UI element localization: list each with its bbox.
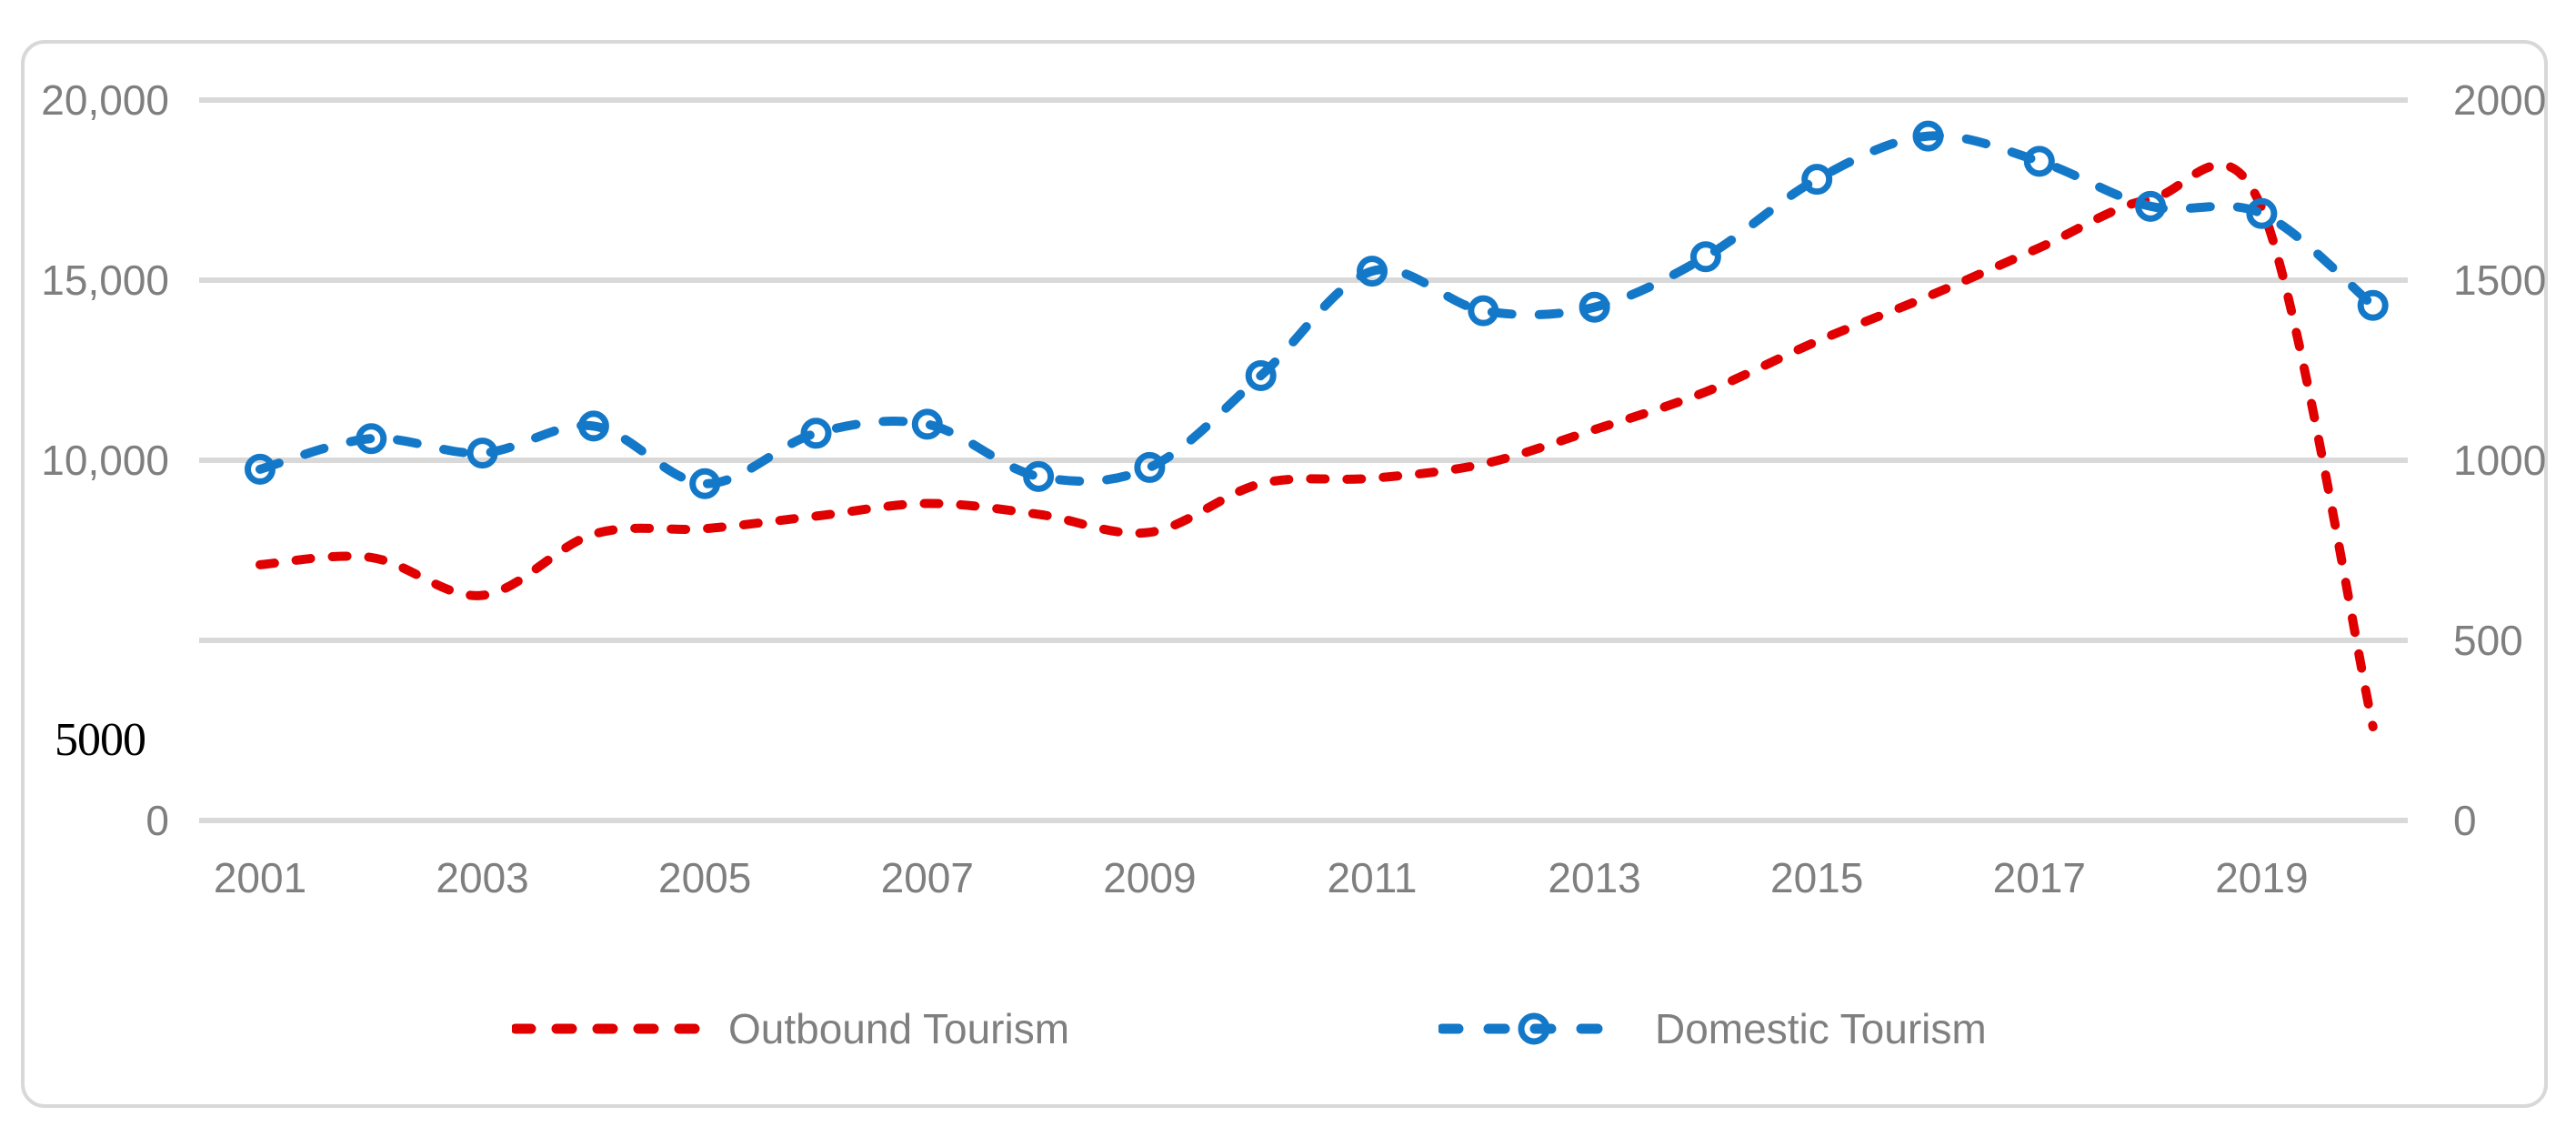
data-point-marker xyxy=(245,453,276,485)
outbound-dashed-line-swatch xyxy=(512,1023,703,1034)
series-line-domestic-tourism xyxy=(256,131,2378,488)
data-point-marker xyxy=(689,468,721,499)
right-axis-tick-label: 1000 xyxy=(2453,437,2546,484)
legend-label-domestic: Domestic Tourism xyxy=(1655,1005,1987,1052)
chart-legend: Outbound Tourism Domestic Tourism xyxy=(0,1000,2576,1058)
data-point-marker xyxy=(1579,291,1610,323)
data-point-marker xyxy=(1023,460,1055,492)
data-point-marker xyxy=(1801,164,1833,196)
data-point-marker xyxy=(577,410,609,442)
data-point-marker xyxy=(356,423,387,455)
data-point-marker xyxy=(466,438,498,469)
x-axis-tick-label: 2007 xyxy=(881,854,974,901)
x-axis-tick-label: 2013 xyxy=(1548,854,1640,901)
x-axis-tick-label: 2019 xyxy=(2215,854,2308,901)
x-axis-tick-label: 2001 xyxy=(214,854,306,901)
data-point-marker xyxy=(1689,241,1721,273)
data-point-marker xyxy=(911,408,943,440)
data-point-marker xyxy=(2023,146,2055,177)
x-axis-tick-label: 2017 xyxy=(1993,854,2086,901)
data-point-marker xyxy=(800,418,832,449)
x-axis-tick-label: 2011 xyxy=(1328,854,1418,901)
left-axis-annotation-5000: 5000 xyxy=(55,714,146,766)
right-axis-tick-label: 2000 xyxy=(2453,76,2546,124)
left-axis-tick-label: 10,000 xyxy=(41,437,169,484)
domestic-legend-circle-marker xyxy=(1518,1012,1550,1045)
legend-label-outbound: Outbound Tourism xyxy=(728,1005,1070,1052)
right-axis-tick-label: 1500 xyxy=(2453,257,2546,304)
right-axis-tick-label: 500 xyxy=(2453,617,2523,664)
x-axis-tick-label: 2009 xyxy=(1103,854,1196,901)
data-point-marker xyxy=(2357,289,2389,321)
data-point-marker xyxy=(1912,120,1944,152)
left-axis-tick-label: 20,000 xyxy=(41,76,169,124)
domestic-dashed-line-with-circle-marker-swatch xyxy=(1438,1012,1629,1045)
left-axis-tick-label: 15,000 xyxy=(41,257,169,304)
x-axis-tick-label: 2005 xyxy=(658,854,751,901)
data-point-marker xyxy=(1468,295,1499,327)
data-point-marker xyxy=(1245,359,1277,391)
right-axis-tick-label: 0 xyxy=(2453,797,2477,844)
data-point-marker xyxy=(2246,197,2278,229)
legend-item-domestic-tourism: Domestic Tourism xyxy=(1438,1000,1987,1058)
data-point-marker xyxy=(1134,451,1166,483)
data-point-marker xyxy=(2135,190,2167,222)
left-axis-tick-label: 0 xyxy=(145,797,169,844)
x-axis-tick-label: 2003 xyxy=(436,854,528,901)
chart-frame xyxy=(21,40,2548,1108)
data-point-marker xyxy=(1357,256,1388,287)
legend-item-outbound-tourism: Outbound Tourism xyxy=(512,1000,1069,1058)
x-axis-tick-label: 2015 xyxy=(1770,854,1863,901)
